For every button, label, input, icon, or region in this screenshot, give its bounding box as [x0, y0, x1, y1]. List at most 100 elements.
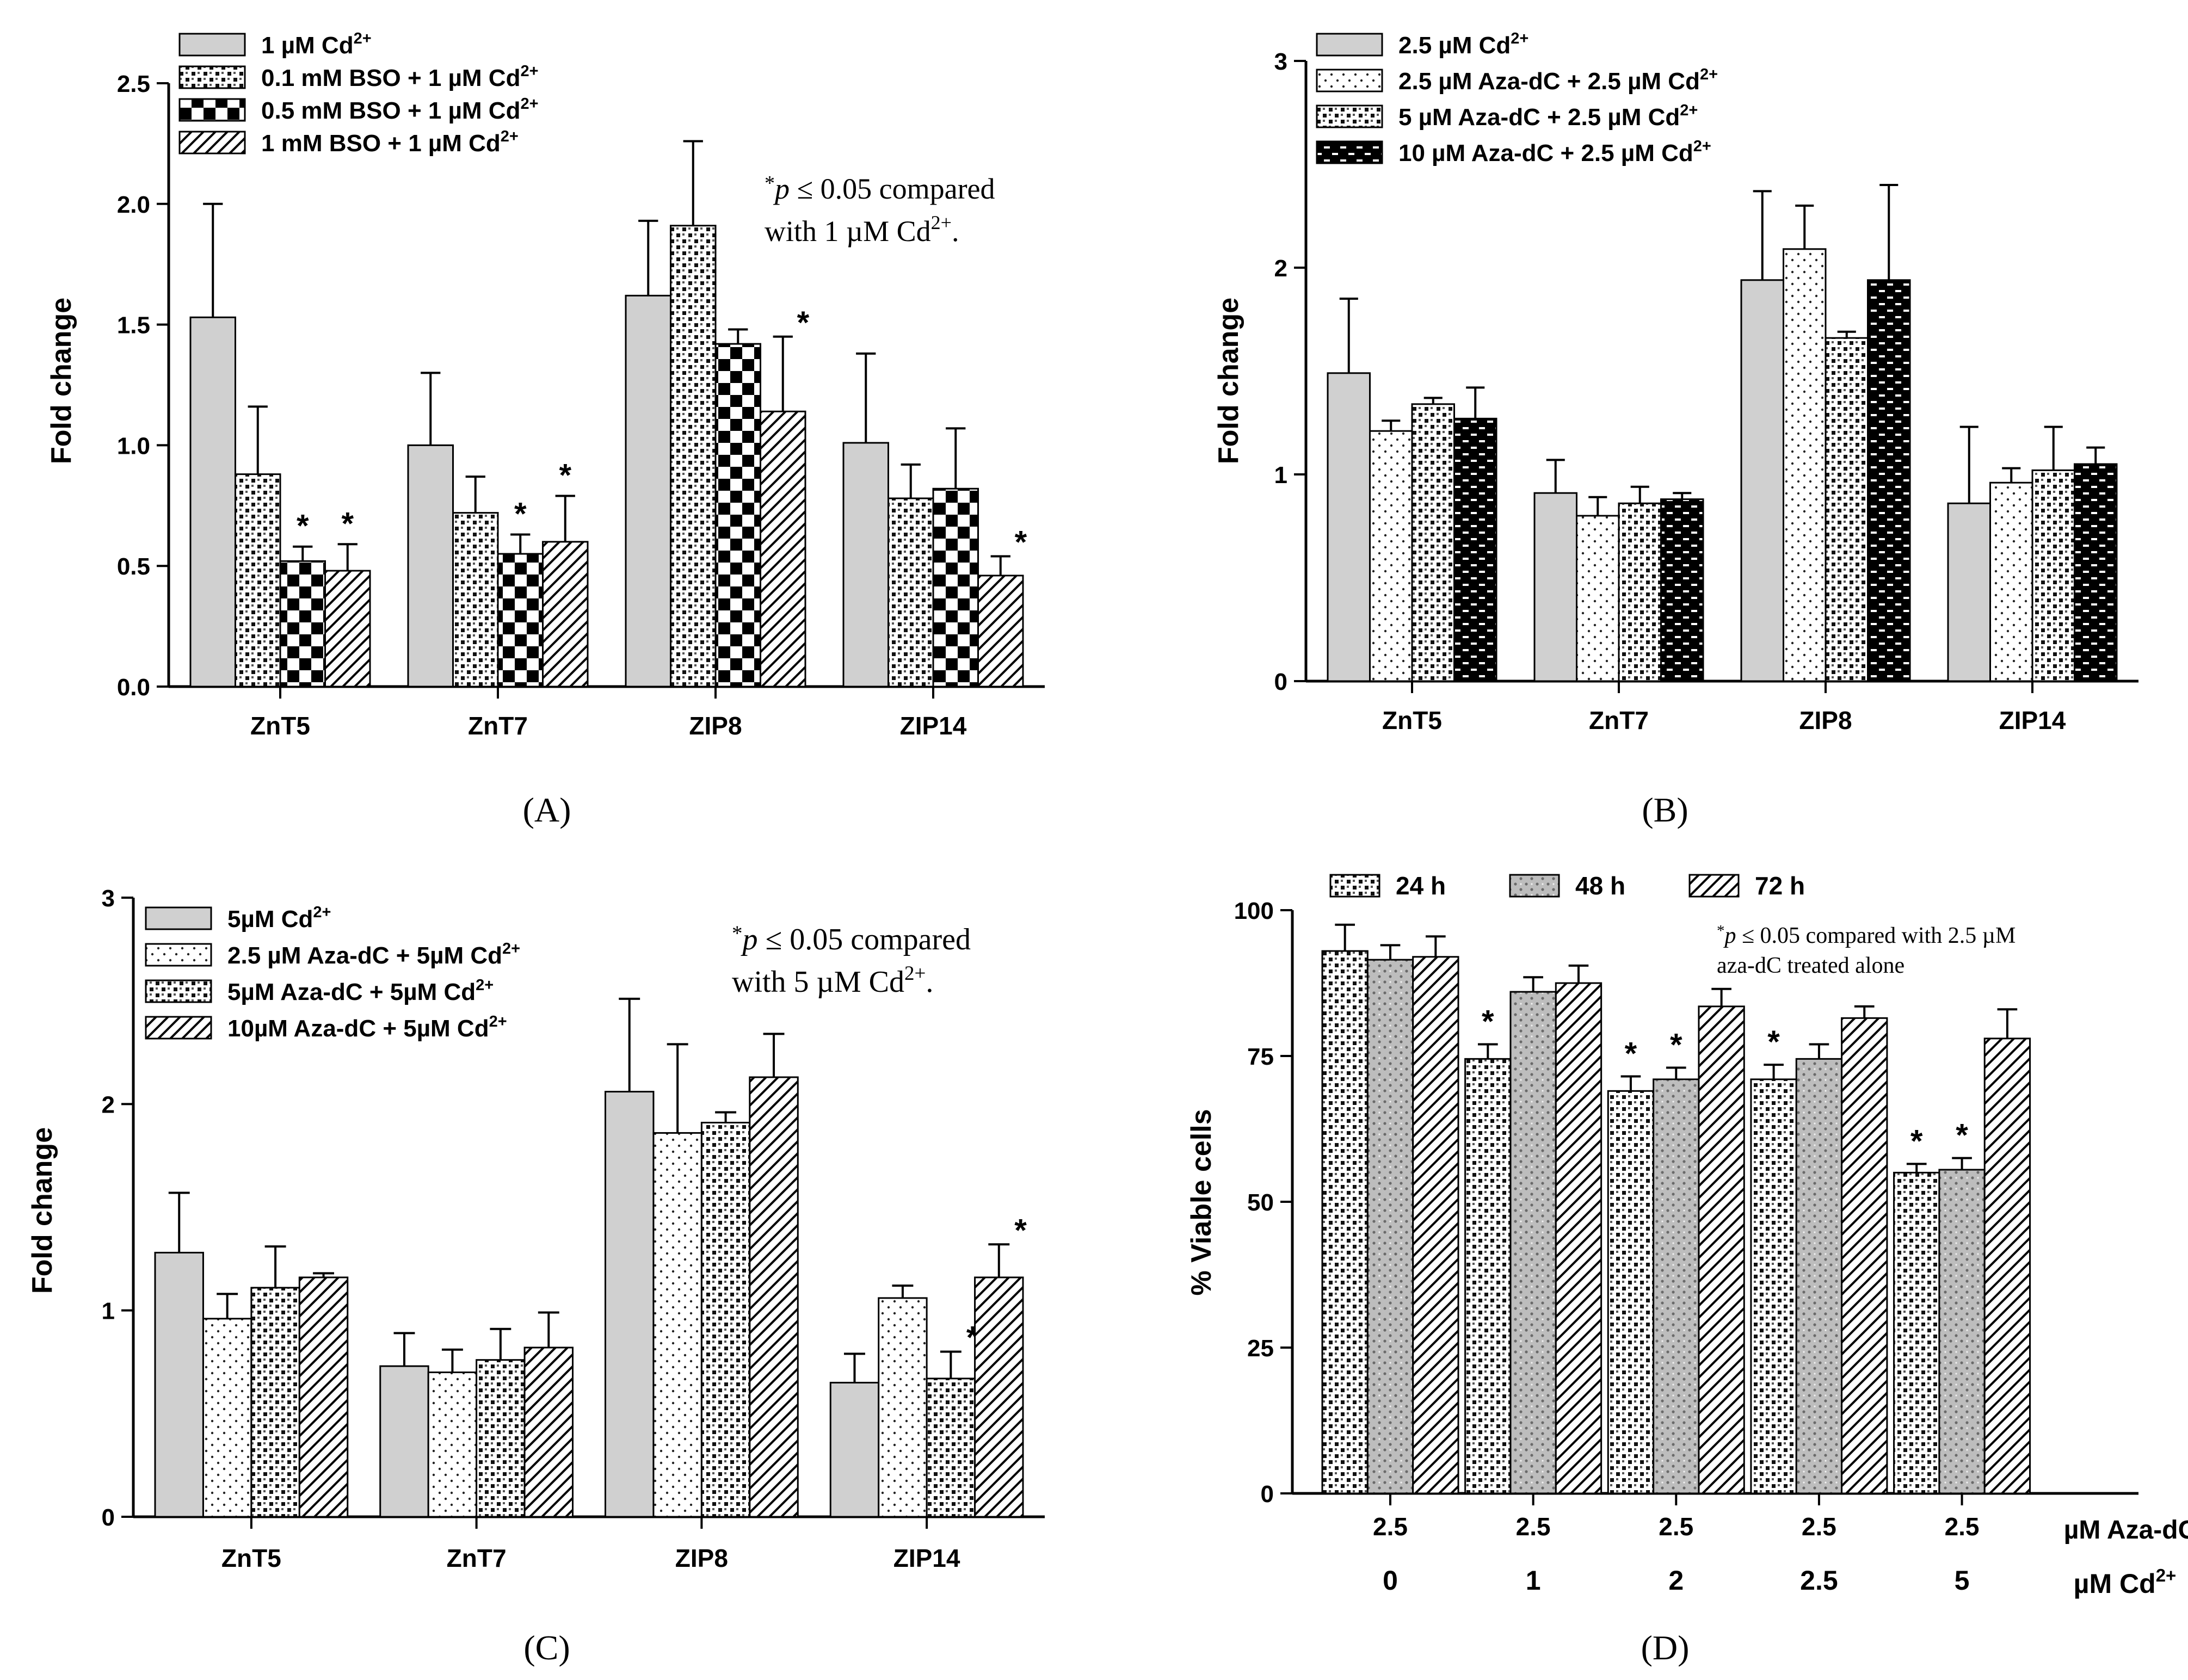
bar — [1464, 1058, 1512, 1494]
y-tick-label: 2 — [102, 1091, 115, 1118]
x-tick-label: ZIP8 — [1799, 706, 1852, 734]
y-tick-label: 0.5 — [117, 553, 150, 580]
x-tick-label: 2.5 — [1373, 1512, 1408, 1541]
x-tick-label-cd: 5 — [1955, 1565, 1970, 1596]
significance-star: * — [1482, 1004, 1494, 1040]
bar — [1327, 372, 1371, 682]
significance-note: *p ≤ 0.05 compared with 2.5 µM — [1717, 922, 2016, 948]
bar — [842, 442, 889, 688]
significance-star: * — [797, 305, 810, 341]
significance-note: with 5 µM Cd2+. — [732, 962, 933, 999]
y-tick-label: 100 — [1234, 898, 1274, 924]
x-tick-label-cd: 2 — [1668, 1565, 1684, 1596]
legend-label: 5µM Cd2+ — [227, 904, 331, 932]
bar — [235, 473, 281, 688]
bar — [298, 1276, 349, 1518]
x-tick-label: ZIP8 — [675, 1544, 728, 1572]
y-tick-label: 3 — [1274, 48, 1287, 75]
significance-note: aza-dC treated alone — [1717, 953, 1905, 978]
bar — [652, 1132, 702, 1518]
bar — [1509, 991, 1557, 1494]
panel-d: 0 25 50 75 100 % Viable cells 2.5 0 2.5 1 * 2.5 2 * * 2… — [1186, 872, 2188, 1667]
x-tick-label: ZIP14 — [893, 1544, 960, 1572]
significance-star: * — [1910, 1123, 1923, 1159]
bar — [2074, 463, 2118, 682]
legend-label: 1 µM Cd2+ — [261, 30, 372, 59]
bar — [1533, 492, 1577, 682]
bar — [1555, 982, 1603, 1494]
bar — [932, 487, 979, 688]
panel-label: (A) — [523, 790, 571, 829]
x-tick-label: ZnT7 — [468, 712, 528, 740]
bar — [1750, 1078, 1797, 1494]
legend-label: 24 h — [1396, 872, 1446, 900]
bar — [1825, 337, 1869, 682]
bar — [407, 444, 454, 688]
bar — [1989, 481, 2033, 682]
y-tick-label: 0 — [1274, 669, 1287, 695]
bar — [1660, 498, 1704, 682]
legend-swatch — [145, 1016, 212, 1040]
y-tick-label: 0 — [102, 1504, 115, 1531]
x-tick-label: 2.5 — [1802, 1512, 1836, 1541]
y-tick-label: 2 — [1274, 255, 1287, 282]
bar — [714, 343, 761, 688]
x-tick-label: ZIP14 — [1999, 706, 2066, 734]
legend-label: 48 h — [1575, 872, 1625, 900]
legend-label: 0.1 mM BSO + 1 µM Cd2+ — [261, 63, 539, 91]
y-tick-label: 2.5 — [117, 71, 150, 97]
bar — [1412, 956, 1459, 1494]
legend-swatch — [145, 906, 212, 930]
y-tick-label: 0.0 — [117, 674, 150, 701]
y-axis-label: % Viable cells — [1186, 1109, 1217, 1295]
bar — [523, 1347, 574, 1518]
legend-swatch — [1316, 140, 1383, 164]
legend-label: 5µM Aza-dC + 5µM Cd2+ — [227, 977, 494, 1005]
significance-star: * — [341, 506, 354, 541]
bar — [1618, 502, 1662, 682]
y-tick-label: 50 — [1247, 1189, 1274, 1216]
bar — [670, 225, 717, 688]
legend-swatch — [1316, 104, 1383, 128]
legend-swatch — [145, 979, 212, 1003]
significance-star: * — [1956, 1118, 1968, 1153]
significance-note: *p ≤ 0.05 compared — [765, 172, 995, 205]
y-tick-label: 2.0 — [117, 192, 150, 218]
bar — [427, 1371, 478, 1518]
y-tick-label: 0 — [1261, 1481, 1274, 1508]
x-tick-label: 2.5 — [1516, 1512, 1551, 1541]
bar — [1867, 279, 1911, 682]
significance-star: * — [1625, 1036, 1637, 1072]
y-tick-label: 75 — [1247, 1043, 1274, 1070]
bar — [700, 1121, 751, 1518]
y-axis-label: Fold change — [1213, 298, 1244, 464]
x-axis-label-azadc: µM Aza-dC — [2064, 1516, 2188, 1545]
y-tick-label: 1 — [102, 1298, 115, 1325]
bar — [1795, 1058, 1843, 1494]
legend-swatch — [145, 943, 212, 967]
legend: 2.5 µM Cd2+ 2.5 µM Aza-dC + 2.5 µM Cd2+ 5 … — [1316, 30, 1718, 166]
legend-swatch — [1509, 874, 1560, 898]
bar — [476, 1359, 526, 1518]
legend-label: 2.5 µM Cd2+ — [1398, 30, 1528, 59]
panel-label: (D) — [1641, 1628, 1690, 1667]
panel-a: 0.0 0.5 1.0 1.5 2.0 2.5 Fold change ZnT5 * * ZnT7 *… — [46, 30, 1045, 829]
legend-swatch — [1316, 69, 1383, 92]
bar — [829, 1381, 880, 1518]
significance-star: * — [1015, 524, 1027, 560]
x-tick-label: ZnT5 — [1382, 706, 1442, 734]
significance-star: * — [559, 458, 571, 493]
legend-swatch — [1316, 33, 1383, 57]
bar — [1947, 502, 1991, 682]
legend: 5µM Cd2+ 2.5 µM Aza-dC + 5µM Cd2+ 5µM Aza-… — [145, 904, 520, 1042]
bar — [977, 575, 1024, 688]
x-tick-label-cd: 2.5 — [1800, 1565, 1838, 1596]
legend-swatch — [178, 98, 246, 122]
bar — [1453, 417, 1497, 682]
y-tick-label: 3 — [102, 885, 115, 912]
legend-label: 0.5 mM BSO + 1 µM Cd2+ — [261, 95, 539, 124]
bar — [1321, 950, 1369, 1494]
bar — [1607, 1090, 1655, 1494]
